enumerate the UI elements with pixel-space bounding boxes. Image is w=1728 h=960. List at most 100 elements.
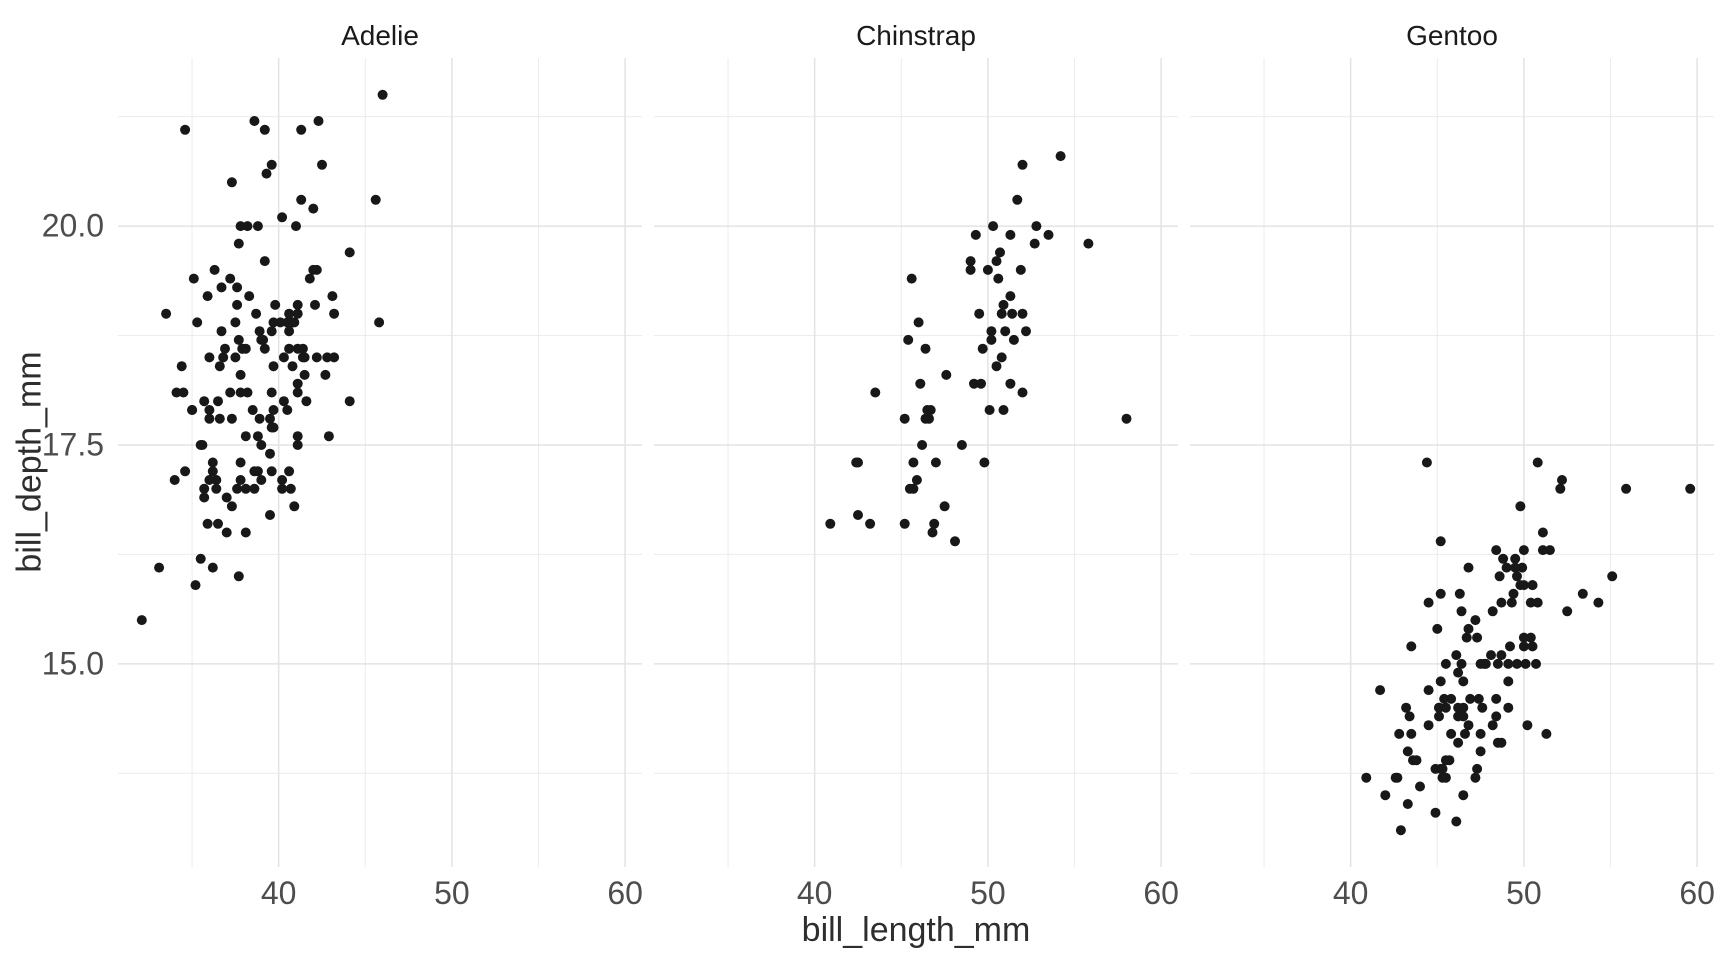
data-point	[249, 116, 260, 126]
data-point	[1492, 658, 1503, 669]
data-point	[1685, 483, 1696, 494]
data-point	[154, 562, 165, 573]
data-point	[1423, 685, 1434, 696]
data-point	[275, 317, 286, 328]
data-point	[287, 361, 298, 372]
facet-title-chinstrap: Chinstrap	[856, 20, 976, 51]
data-point	[171, 387, 182, 398]
data-point	[301, 396, 312, 407]
data-point	[995, 247, 1005, 258]
data-point	[204, 475, 215, 485]
data-point	[178, 387, 189, 398]
data-point	[277, 475, 288, 485]
data-point	[1510, 562, 1521, 573]
data-point	[1017, 387, 1028, 398]
data-point	[1518, 641, 1529, 652]
data-point	[1496, 597, 1507, 608]
data-point	[1434, 702, 1444, 713]
data-point	[1494, 571, 1505, 582]
data-point	[329, 308, 340, 319]
y-tick-label: 15.0	[41, 645, 104, 682]
data-point	[214, 361, 225, 372]
data-point	[232, 282, 243, 293]
data-point	[1532, 457, 1543, 468]
data-point	[1541, 728, 1552, 739]
data-point	[1453, 711, 1464, 722]
data-point	[1503, 658, 1514, 669]
data-point	[930, 457, 941, 468]
facet-gentoo: Gentoo 40 50 60	[1190, 0, 1715, 960]
facet-chinstrap: Chinstrap 40 50 60	[654, 0, 1179, 960]
data-point	[1005, 229, 1016, 240]
data-point	[292, 343, 303, 354]
data-point	[1518, 545, 1529, 556]
x-tick-label: 50	[1506, 875, 1542, 911]
data-point	[1508, 588, 1519, 599]
data-point	[370, 194, 381, 205]
data-point	[197, 440, 208, 450]
data-point	[1017, 159, 1028, 170]
data-point	[235, 221, 246, 232]
data-point	[292, 387, 303, 398]
data-point	[996, 308, 1007, 319]
data-point	[190, 580, 201, 591]
data-point	[1437, 772, 1448, 783]
data-point	[1007, 308, 1018, 319]
data-point	[320, 369, 331, 380]
data-point	[1121, 413, 1132, 424]
data-point	[1375, 685, 1386, 696]
data-point	[204, 413, 215, 424]
data-point	[1472, 632, 1483, 643]
data-point	[853, 510, 863, 520]
data-point	[296, 124, 307, 135]
data-point	[291, 221, 301, 232]
data-point	[226, 501, 237, 512]
data-point	[1555, 483, 1566, 494]
data-point	[917, 440, 928, 450]
data-point	[1411, 755, 1422, 766]
data-point	[308, 203, 319, 214]
data-point	[249, 466, 260, 477]
data-point	[268, 405, 279, 415]
data-point	[1432, 623, 1443, 634]
data-point	[925, 405, 936, 415]
data-point	[292, 378, 303, 389]
data-point	[254, 413, 265, 424]
data-point	[1434, 711, 1444, 722]
data-point	[913, 317, 924, 328]
data-point	[982, 264, 993, 275]
data-point	[180, 466, 191, 477]
data-point	[911, 475, 922, 485]
data-point	[979, 457, 990, 468]
data-point	[1083, 238, 1094, 249]
data-point	[265, 448, 275, 459]
data-point	[1512, 571, 1522, 582]
data-point	[965, 256, 976, 267]
data-point	[1055, 151, 1066, 162]
data-point	[1444, 755, 1455, 766]
data-point	[259, 124, 270, 135]
data-point	[1463, 720, 1474, 731]
data-point	[256, 475, 267, 485]
data-point	[1402, 799, 1413, 809]
data-point	[965, 264, 976, 275]
data-point	[1451, 816, 1462, 827]
data-point	[1421, 457, 1432, 468]
data-point	[1017, 308, 1028, 319]
data-point	[853, 457, 863, 468]
data-point	[230, 352, 241, 363]
data-point	[161, 308, 172, 319]
data-point	[249, 483, 260, 494]
data-point	[311, 264, 322, 275]
data-point	[247, 405, 258, 415]
data-point	[327, 291, 338, 302]
data-point	[266, 326, 277, 337]
data-point	[1395, 825, 1406, 836]
data-point	[240, 527, 251, 538]
scatter-panel-chinstrap	[654, 58, 1178, 867]
data-point	[1008, 334, 1019, 345]
data-point	[204, 352, 215, 363]
data-point	[261, 168, 272, 179]
data-point	[211, 483, 222, 494]
data-point	[1458, 790, 1469, 801]
